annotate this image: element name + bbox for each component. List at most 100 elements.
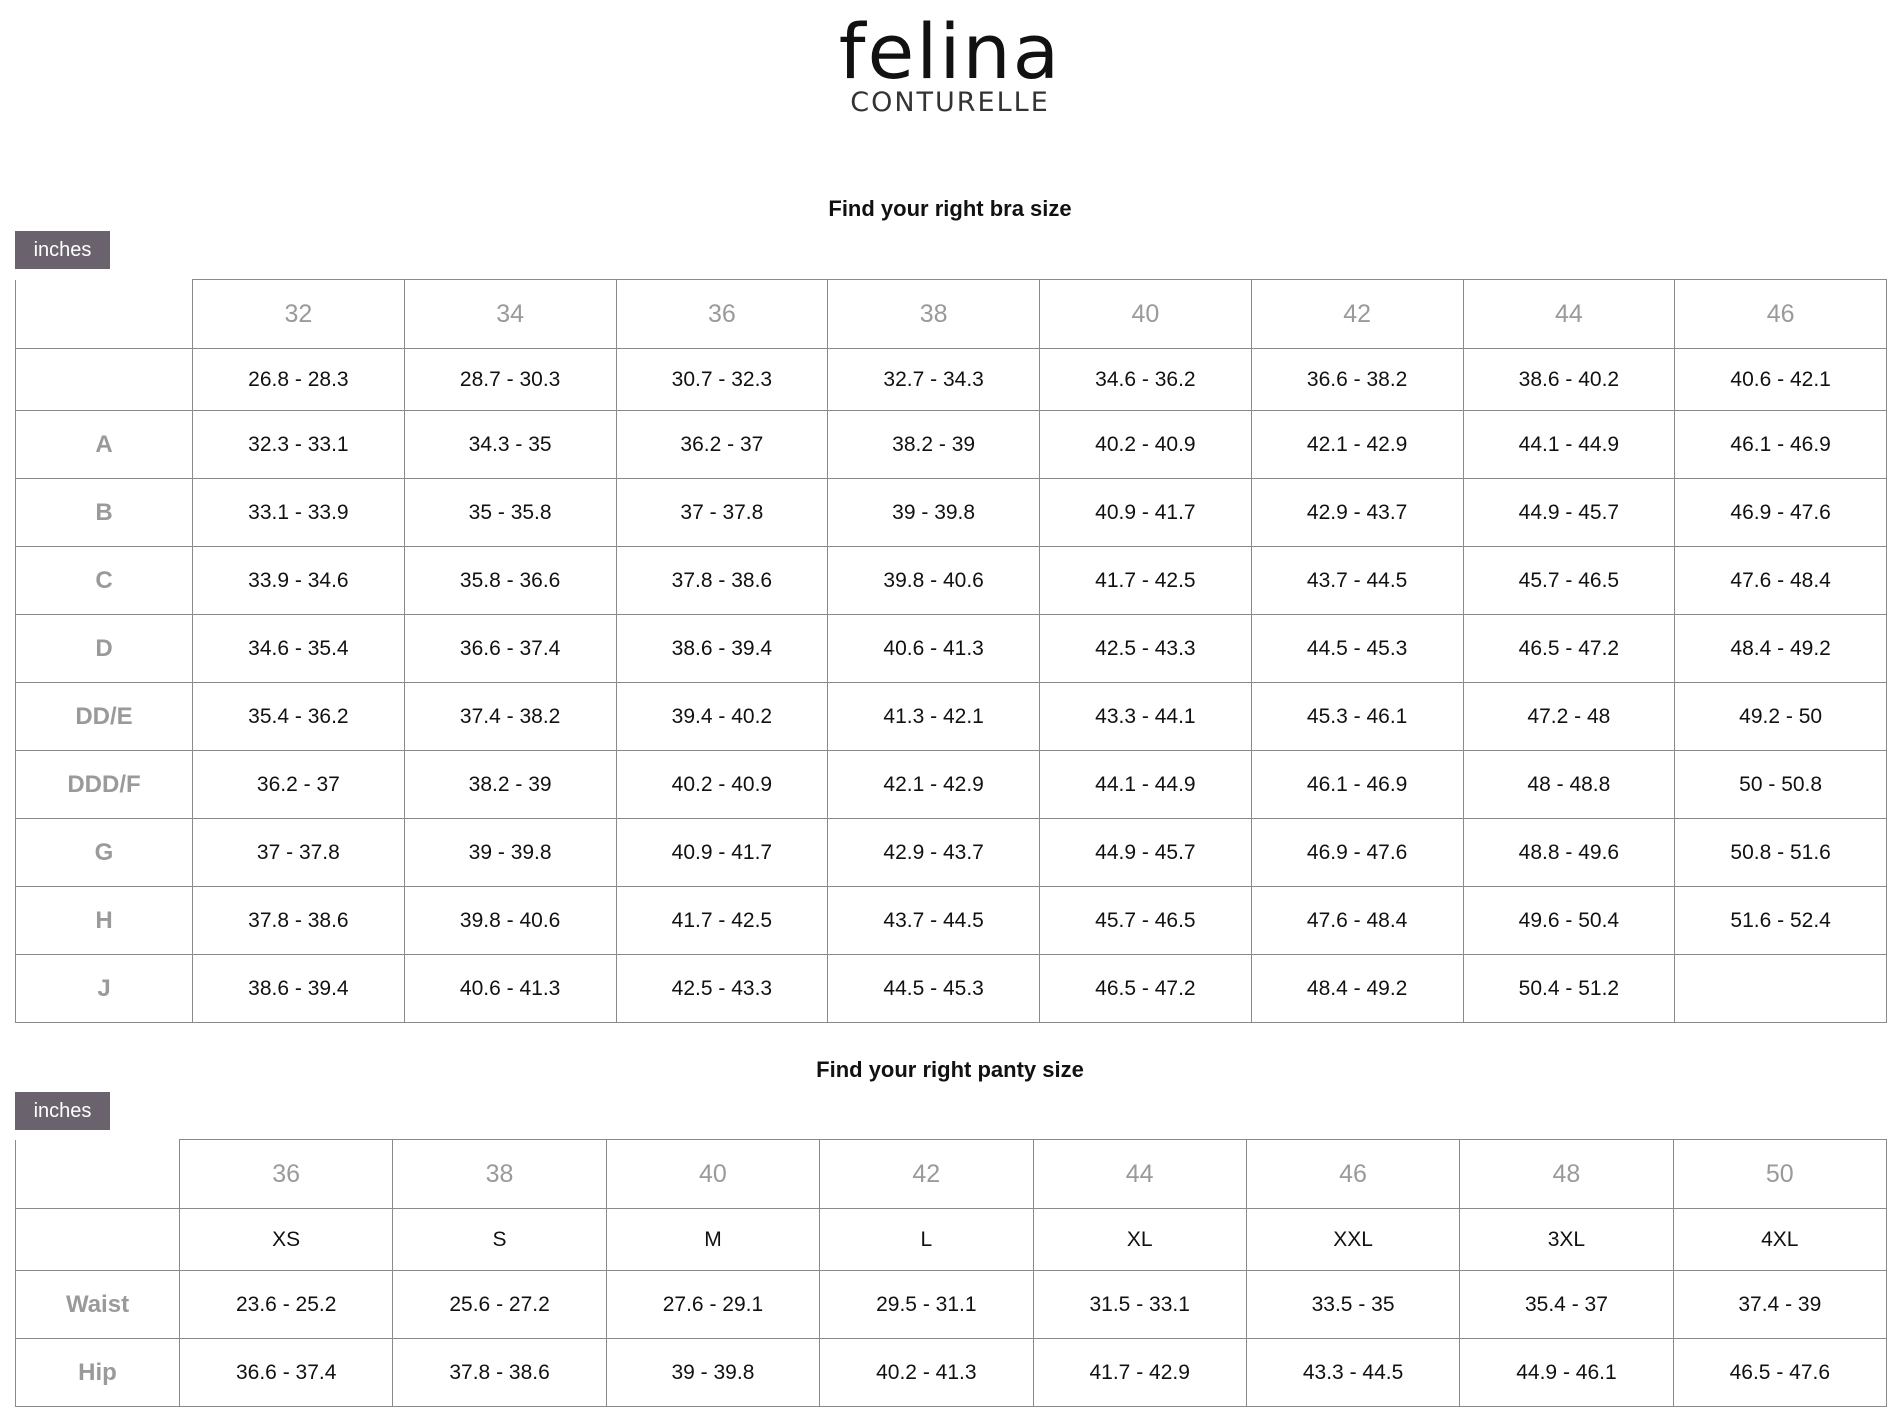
- table-cell: 45.7 - 46.5: [1039, 886, 1252, 955]
- table-cell: 40.9 - 41.7: [615, 818, 829, 887]
- table-cell: 43.7 - 44.5: [1250, 546, 1464, 615]
- table-cell: 47.2 - 48: [1462, 682, 1676, 751]
- table-cell: 33.1 - 33.9: [192, 478, 405, 547]
- table-cell: 42.5 - 43.3: [615, 954, 829, 1023]
- table-cell: 36: [615, 279, 829, 349]
- table-cell: 48.8 - 49.6: [1462, 818, 1676, 887]
- table-cell: 46.5 - 47.2: [1039, 954, 1252, 1023]
- table-cell: 45.7 - 46.5: [1462, 546, 1676, 615]
- table-cell: 40: [605, 1139, 821, 1209]
- table-cell: 46: [1245, 1139, 1461, 1209]
- table-cell: 44.1 - 44.9: [1462, 410, 1676, 479]
- logo-brand: felina: [838, 7, 1062, 96]
- table-cell: 35.4 - 36.2: [192, 682, 405, 751]
- table-cell: 40.6 - 41.3: [403, 954, 617, 1023]
- table-cell: 4XL: [1672, 1208, 1888, 1271]
- table-cell: 39 - 39.8: [403, 818, 617, 887]
- table-cell: 42.5 - 43.3: [1039, 614, 1252, 683]
- table-cell: 50: [1672, 1139, 1888, 1209]
- table-cell: 40.2 - 40.9: [1039, 410, 1252, 479]
- table-cell: 45.3 - 46.1: [1250, 682, 1464, 751]
- table-cell: L: [819, 1208, 1034, 1271]
- table-row: DD/E 35.4 - 36.2 37.4 - 38.2 39.4 - 40.2 41.…: [15, 682, 1887, 751]
- table-row: Hip 36.6 - 37.4 37.8 - 38.6 39 - 39.8 40.2 -…: [15, 1338, 1888, 1407]
- table-cell: 46.9 - 47.6: [1674, 478, 1887, 547]
- bra-unit-tab-inches[interactable]: inches: [15, 231, 110, 269]
- table-cell: 47.6 - 48.4: [1674, 546, 1887, 615]
- table-cell: 38: [827, 279, 1040, 349]
- table-cell: 46.9 - 47.6: [1250, 818, 1464, 887]
- table-cell: 37.4 - 39: [1672, 1270, 1888, 1339]
- table-cell: 34.6 - 35.4: [192, 614, 405, 683]
- table-cell: 50.4 - 51.2: [1462, 954, 1676, 1023]
- table-cell: 35.8 - 36.6: [403, 546, 617, 615]
- table-cell: XS: [178, 1208, 394, 1271]
- row-label: [15, 348, 193, 411]
- table-cell: 51.6 - 52.4: [1674, 886, 1887, 955]
- bra-size-table: 32 34 36 38 40 42 44 46 26.8 - 28.3 28.7 - 30.3 30…: [15, 279, 1887, 1023]
- table-cell: S: [392, 1208, 607, 1271]
- table-cell: 44.5 - 45.3: [1250, 614, 1464, 683]
- table-cell: 46.5 - 47.2: [1462, 614, 1676, 683]
- table-cell: 42.9 - 43.7: [827, 818, 1040, 887]
- table-cell: 40.2 - 40.9: [615, 750, 829, 819]
- table-cell: [1674, 954, 1887, 1023]
- table-cell: 49.6 - 50.4: [1462, 886, 1676, 955]
- table-cell: 34.6 - 36.2: [1039, 348, 1252, 411]
- table-cell: 36.2 - 37: [615, 410, 829, 479]
- table-cell: 41.3 - 42.1: [827, 682, 1040, 751]
- table-cell: 39 - 39.8: [827, 478, 1040, 547]
- table-cell: 38.6 - 40.2: [1462, 348, 1676, 411]
- table-cell: 32.7 - 34.3: [827, 348, 1040, 411]
- table-cell: 41.7 - 42.9: [1032, 1338, 1247, 1407]
- table-cell: 37.8 - 38.6: [192, 886, 405, 955]
- table-cell: 37 - 37.8: [615, 478, 829, 547]
- table-cell: 42: [819, 1139, 1034, 1209]
- row-label: A: [15, 410, 193, 479]
- table-row: D 34.6 - 35.4 36.6 - 37.4 38.6 - 39.4 40.6 -…: [15, 614, 1887, 683]
- table-row: C 33.9 - 34.6 35.8 - 36.6 37.8 - 38.6 39.8 -…: [15, 546, 1887, 615]
- table-cell: 35 - 35.8: [403, 478, 617, 547]
- table-row: DDD/F 36.2 - 37 38.2 - 39 40.2 - 40.9 42.1 -…: [15, 750, 1887, 819]
- table-cell: 32.3 - 33.1: [192, 410, 405, 479]
- row-label: D: [15, 614, 193, 683]
- table-cell: 3XL: [1459, 1208, 1674, 1271]
- letter-size-row: XS S M L XL XXL 3XL 4XL: [15, 1208, 1888, 1271]
- row-label: B: [15, 478, 193, 547]
- table-row: B 33.1 - 33.9 35 - 35.8 37 - 37.8 39 - 39.8 4…: [15, 478, 1887, 547]
- table-cell: 48.4 - 49.2: [1250, 954, 1464, 1023]
- table-cell: 39 - 39.8: [605, 1338, 821, 1407]
- table-cell: 30.7 - 32.3: [615, 348, 829, 411]
- table-cell: 33.5 - 35: [1245, 1270, 1461, 1339]
- table-row: Waist 23.6 - 25.2 25.6 - 27.2 27.6 - 29.1 29…: [15, 1270, 1888, 1339]
- table-cell: 44.1 - 44.9: [1039, 750, 1252, 819]
- table-cell: 42.9 - 43.7: [1250, 478, 1464, 547]
- table-cell: 47.6 - 48.4: [1250, 886, 1464, 955]
- table-cell: 42.1 - 42.9: [827, 750, 1040, 819]
- panty-size-table: 36 38 40 42 44 46 48 50 XS S M L XL XXL 3XL 4XL Waist 23.…: [15, 1139, 1888, 1407]
- row-label: DD/E: [15, 682, 193, 751]
- table-cell: 36: [178, 1139, 394, 1209]
- table-cell: 29.5 - 31.1: [819, 1270, 1034, 1339]
- table-cell: 46.5 - 47.6: [1672, 1338, 1888, 1407]
- table-cell: 35.4 - 37: [1459, 1270, 1674, 1339]
- table-cell: 44: [1032, 1139, 1247, 1209]
- table-cell: 48 - 48.8: [1462, 750, 1676, 819]
- table-cell: 32: [192, 279, 405, 349]
- table-row: A 32.3 - 33.1 34.3 - 35 36.2 - 37 38.2 - 39 4…: [15, 410, 1887, 479]
- corner-cell: [15, 1139, 180, 1209]
- table-cell: 48.4 - 49.2: [1674, 614, 1887, 683]
- table-cell: 40.6 - 42.1: [1674, 348, 1887, 411]
- table-row: G 37 - 37.8 39 - 39.8 40.9 - 41.7 42.9 - 43.…: [15, 818, 1887, 887]
- table-cell: 38.2 - 39: [403, 750, 617, 819]
- corner-cell: [15, 279, 193, 349]
- table-cell: 40.9 - 41.7: [1039, 478, 1252, 547]
- table-cell: 46.1 - 46.9: [1250, 750, 1464, 819]
- bra-title: Find your right bra size: [828, 196, 1072, 221]
- header-row: 36 38 40 42 44 46 48 50: [15, 1139, 1888, 1209]
- panty-unit-tab-inches[interactable]: inches: [15, 1092, 110, 1130]
- table-cell: 36.6 - 37.4: [403, 614, 617, 683]
- table-cell: 36.6 - 37.4: [178, 1338, 394, 1407]
- table-cell: 33.9 - 34.6: [192, 546, 405, 615]
- row-label: DDD/F: [15, 750, 193, 819]
